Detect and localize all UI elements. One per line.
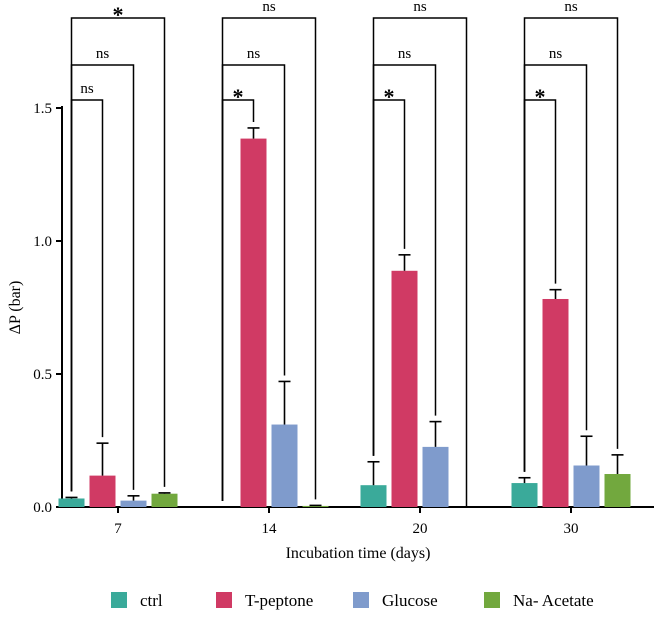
significance-label: ns — [262, 0, 276, 15]
legend-swatch-Glucose — [353, 592, 369, 608]
x-tick-label: 20 — [413, 521, 428, 537]
significance-label: * — [113, 2, 124, 27]
x-tick-label: 7 — [114, 521, 122, 537]
significance-label: ns — [549, 46, 563, 62]
bar-Glucose-20 — [422, 446, 449, 507]
legend-swatch-T-peptone — [216, 592, 232, 608]
y-axis-title: ΔP (bar) — [7, 281, 24, 335]
y-tick-label: 1.0 — [33, 234, 52, 250]
bar-Glucose-7 — [120, 500, 147, 507]
significance-label: ns — [413, 0, 427, 15]
significance-label: ns — [398, 46, 412, 62]
significance-bracket — [523, 17, 619, 472]
bar-Na-Acetate-7 — [151, 493, 178, 507]
bar-T-peptone-20 — [391, 270, 418, 507]
bar-ctrl-30 — [511, 483, 538, 507]
significance-label: * — [384, 84, 395, 109]
legend-swatch-Na-Acetate — [484, 592, 500, 608]
significance-bracket — [372, 17, 468, 507]
significance-bracket — [70, 99, 104, 492]
x-tick-label: 30 — [564, 521, 579, 537]
bar-ctrl-7 — [58, 498, 85, 507]
legend-label: Na- Acetate — [513, 591, 594, 610]
y-tick-label: 0.0 — [33, 500, 52, 516]
significance-label: ns — [96, 46, 110, 62]
bar-Na-Acetate-30 — [604, 474, 631, 507]
significance-label: ns — [247, 46, 261, 62]
significance-label: ns — [80, 81, 94, 97]
legend-swatch-ctrl — [111, 592, 127, 608]
significance-bracket — [221, 17, 317, 501]
x-axis-title: Incubation time (days) — [286, 545, 431, 562]
bar-Glucose-14 — [271, 424, 298, 507]
significance-brackets: ns ns * * ns ns * ns ns * ns ns — [70, 0, 619, 507]
legend-label: ctrl — [140, 591, 163, 610]
legend-label: T-peptone — [245, 591, 313, 610]
y-tick-label: 1.5 — [33, 101, 52, 117]
significance-label: ns — [564, 0, 578, 15]
significance-bracket — [70, 17, 166, 492]
legend-label: Glucose — [382, 591, 438, 610]
bar-Na-Acetate-14 — [302, 505, 329, 507]
bars — [58, 127, 631, 507]
bar-T-peptone-7 — [89, 475, 116, 507]
x-tick-label: 14 — [262, 521, 278, 537]
significance-label: * — [535, 84, 546, 109]
y-tick-label: 0.5 — [33, 367, 52, 383]
legend: ctrl T-peptone Glucose Na- Acetate — [111, 591, 594, 610]
bar-T-peptone-30 — [542, 298, 569, 507]
bar-ctrl-20 — [360, 485, 387, 507]
significance-label: * — [233, 84, 244, 109]
bar-Glucose-30 — [573, 465, 600, 507]
bar-T-peptone-14 — [240, 138, 267, 507]
